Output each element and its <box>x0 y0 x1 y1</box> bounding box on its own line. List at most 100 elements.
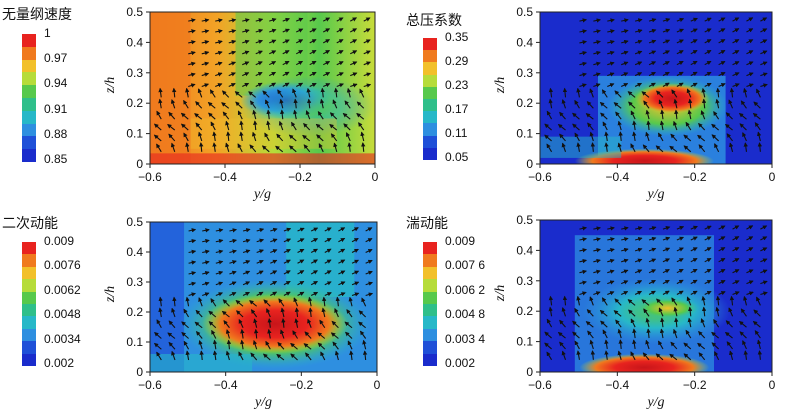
velocity-vector <box>687 306 693 317</box>
velocity-vector <box>252 131 257 142</box>
velocity-vector <box>282 60 290 66</box>
velocity-vector <box>229 249 237 254</box>
velocity-vector <box>158 98 163 109</box>
velocity-vector <box>240 328 245 339</box>
colorbar-swatch <box>423 147 437 161</box>
velocity-vector <box>228 61 237 66</box>
velocity-vector <box>153 123 162 131</box>
velocity-vector <box>593 258 601 264</box>
velocity-vector <box>222 90 230 98</box>
velocity-vector <box>648 50 657 55</box>
velocity-vector <box>228 72 236 77</box>
velocity-vector <box>700 110 706 120</box>
velocity-vector <box>601 89 608 98</box>
velocity-vector <box>718 280 726 285</box>
colorbar-swatch <box>22 46 36 61</box>
velocity-vector <box>561 142 567 153</box>
velocity-vector <box>211 329 217 339</box>
velocity-vector <box>275 145 284 153</box>
velocity-vector <box>548 306 553 317</box>
velocity-vector <box>188 260 197 265</box>
velocity-vector <box>757 350 763 360</box>
colorbar-swatch <box>22 291 36 305</box>
velocity-vector <box>746 39 754 44</box>
velocity-vector <box>295 60 304 66</box>
velocity-vector <box>237 143 243 153</box>
velocity-vector <box>322 49 331 55</box>
velocity-vector <box>225 120 230 131</box>
y-axis-label: z/h <box>103 77 118 94</box>
velocity-vector <box>208 321 217 329</box>
velocity-vector <box>338 259 346 264</box>
velocity-vector <box>690 258 698 263</box>
velocity-vector <box>593 50 601 56</box>
velocity-vector <box>711 342 720 350</box>
velocity-vector <box>676 258 684 263</box>
velocity-vector <box>593 83 601 88</box>
velocity-vector <box>756 88 761 98</box>
velocity-vector <box>347 340 353 350</box>
velocity-vector <box>297 227 305 232</box>
velocity-vector <box>242 228 251 233</box>
velocity-vector <box>676 268 684 274</box>
velocity-vector <box>168 341 176 350</box>
velocity-vector <box>697 342 706 350</box>
velocity-vector <box>660 109 665 120</box>
velocity-vector <box>546 351 553 361</box>
velocity-vector <box>320 351 326 361</box>
velocity-vector <box>197 88 203 98</box>
velocity-vector <box>183 99 189 109</box>
y-tick-label: 0.3 <box>516 66 533 80</box>
velocity-vector <box>269 28 277 33</box>
velocity-vector <box>215 50 223 56</box>
colorbar-tick-label: 0.004 8 <box>445 307 486 322</box>
velocity-vector <box>215 281 224 286</box>
velocity-vector <box>630 351 636 361</box>
velocity-vector <box>648 258 657 263</box>
velocity-vector <box>559 319 566 328</box>
x-tick-label: −0.4 <box>213 170 237 184</box>
velocity-vector <box>167 124 176 131</box>
velocity-vector <box>306 98 312 109</box>
velocity-vector <box>634 61 643 66</box>
velocity-vector <box>746 258 754 263</box>
velocity-vector <box>336 17 344 22</box>
velocity-vector <box>201 83 210 88</box>
velocity-vector <box>648 279 656 285</box>
velocity-vector <box>732 291 740 296</box>
velocity-vector <box>222 299 230 307</box>
y-tick-label: 0.4 <box>516 243 533 257</box>
y-axis-label: z/h <box>493 285 508 302</box>
velocity-vector <box>621 269 629 274</box>
velocity-vector <box>308 307 313 318</box>
velocity-vector <box>276 353 285 361</box>
velocity-vector <box>729 350 734 360</box>
y-tick-label: 0.5 <box>516 213 533 227</box>
velocity-vector <box>579 72 587 77</box>
velocity-vector <box>270 249 278 254</box>
velocity-vector <box>670 341 678 350</box>
velocity-vector <box>683 145 692 153</box>
velocity-vector <box>323 83 331 88</box>
velocity-vector <box>739 331 747 339</box>
y-tick-label: 0.4 <box>516 35 533 49</box>
velocity-vector <box>687 109 692 120</box>
velocity-vector <box>349 39 358 44</box>
velocity-vector <box>646 328 651 339</box>
y-tick-label: 0 <box>526 157 533 171</box>
velocity-vector <box>158 296 163 307</box>
velocity-vector <box>256 259 264 264</box>
velocity-vector <box>294 307 300 318</box>
velocity-vector <box>671 89 678 98</box>
velocity-vector <box>645 339 650 350</box>
colorbar-tick-label: 0.23 <box>445 78 469 92</box>
velocity-vector <box>229 228 238 233</box>
velocity-vector <box>270 238 278 243</box>
velocity-vector <box>333 142 338 152</box>
velocity-vector <box>349 17 358 22</box>
velocity-vector <box>614 298 622 306</box>
velocity-vector <box>645 317 650 328</box>
velocity-vector <box>657 132 664 142</box>
velocity-vector <box>356 112 365 120</box>
velocity-vector <box>255 28 264 34</box>
